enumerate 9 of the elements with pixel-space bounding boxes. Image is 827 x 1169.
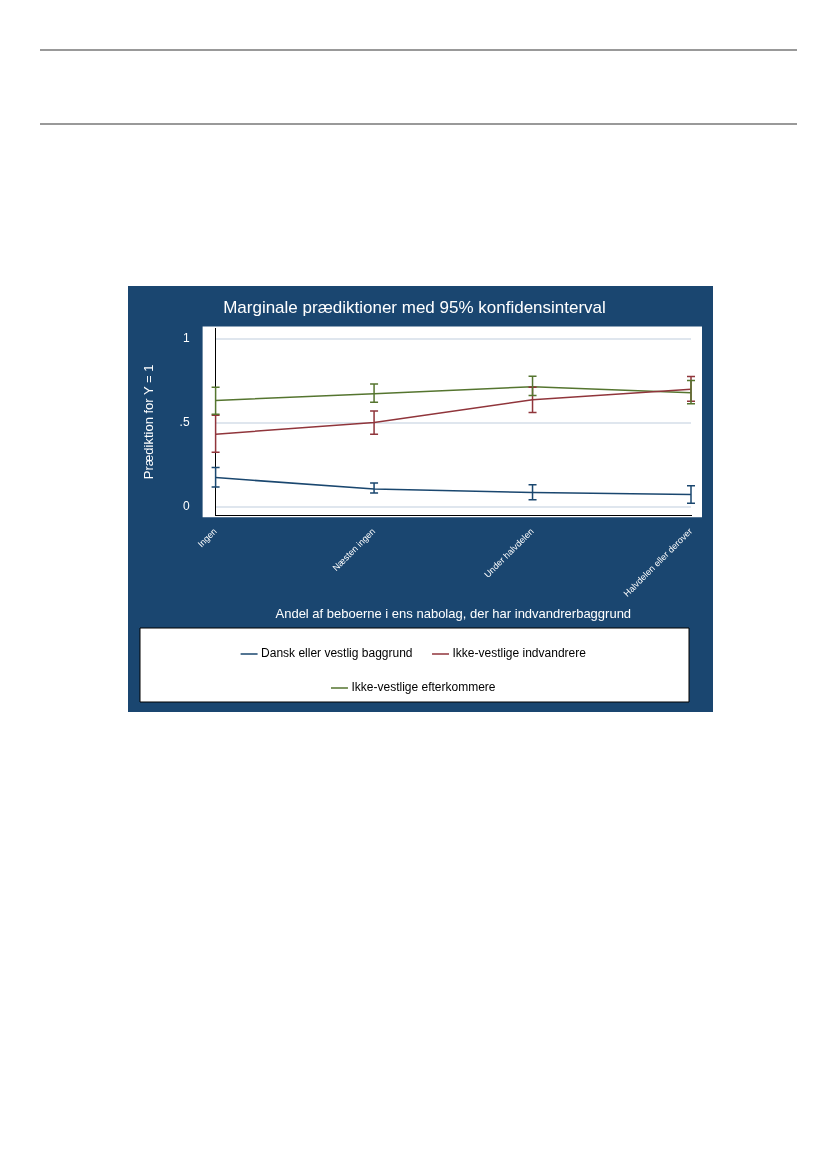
y-tick-label: 1 [182, 330, 190, 345]
y-tick-label: .5 [179, 415, 190, 430]
x-axis-title: Andel af beboerne i ens nabolag, der har indvandrerbaggrund [275, 605, 632, 621]
chart-title: Marginale prædiktioner med 95% konfidensinterval [223, 297, 606, 317]
legend-label: Dansk eller vestlig baggrund [261, 646, 413, 661]
legend-label: Ikke-vestlige indvandrere [452, 646, 587, 661]
y-axis-title: Prædiktion for Y = 1 [141, 364, 157, 480]
legend-label: Ikke-vestlige efterkommere [351, 680, 496, 695]
y-tick-label: 0 [182, 499, 190, 514]
